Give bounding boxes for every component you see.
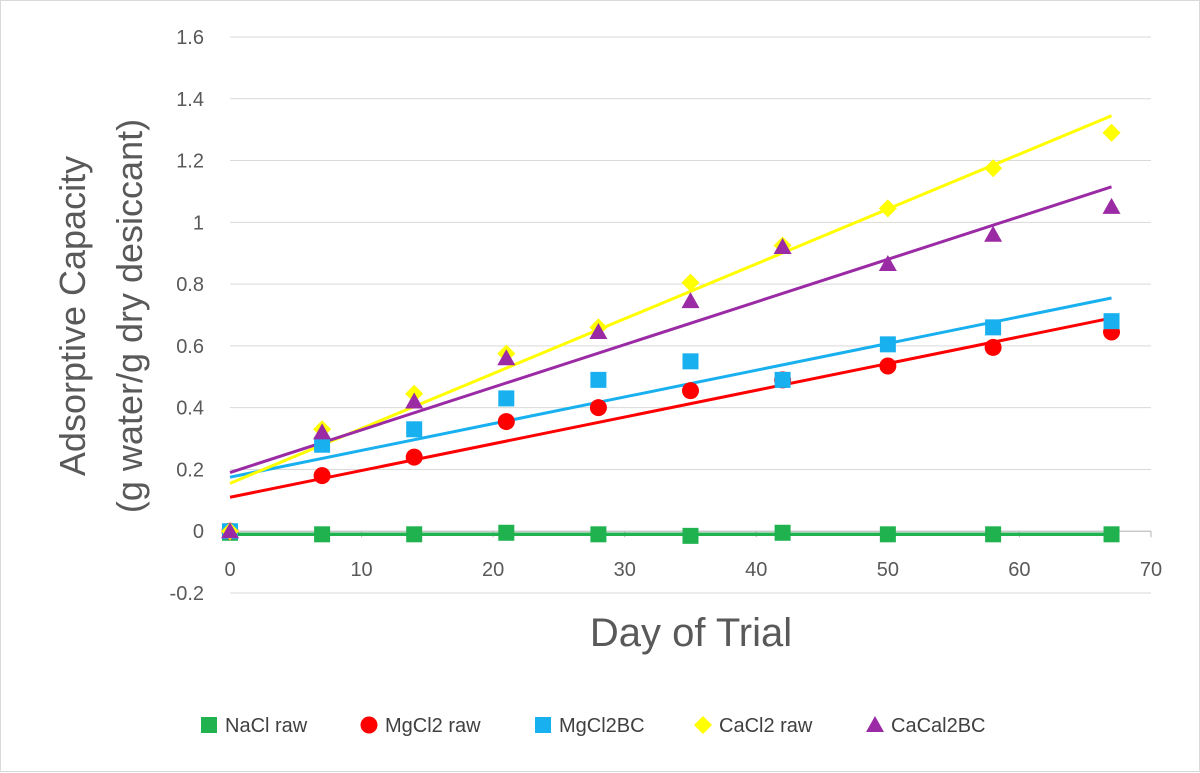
y-tick-label: 0 bbox=[193, 521, 204, 543]
x-tick-label: 40 bbox=[745, 559, 767, 581]
legend-item-cacl2-raw: CaCl2 raw bbox=[694, 715, 813, 737]
point-mgcl2-raw bbox=[405, 448, 423, 466]
point-cacl2-raw bbox=[878, 199, 897, 218]
legend-label: NaCl raw bbox=[225, 715, 308, 737]
data-points bbox=[221, 123, 1121, 544]
point-mgcl2bc bbox=[590, 371, 607, 388]
y-axis-title-line2: (g water/g dry desiccant) bbox=[109, 119, 150, 513]
point-cacal2bc bbox=[773, 238, 792, 255]
y-tick-label: 1.4 bbox=[176, 89, 204, 111]
point-nacl-raw bbox=[682, 527, 699, 544]
x-tick-label: 20 bbox=[482, 559, 504, 581]
y-tick-label: 0.8 bbox=[176, 274, 204, 296]
point-mgcl2bc bbox=[774, 371, 791, 388]
point-mgcl2-raw bbox=[497, 413, 515, 431]
legend-label: MgCl2 raw bbox=[385, 715, 481, 737]
x-axis-title: Day of Trial bbox=[590, 611, 792, 655]
y-tick-label: 0.4 bbox=[176, 398, 204, 420]
trendlines bbox=[229, 114, 1113, 537]
point-nacl-raw bbox=[498, 524, 515, 541]
point-cacal2bc bbox=[405, 392, 424, 409]
legend-label: CaCl2 raw bbox=[719, 715, 813, 737]
legend-marker bbox=[535, 717, 551, 733]
legend-marker bbox=[201, 717, 217, 733]
y-tick-label: -0.2 bbox=[170, 583, 204, 605]
trendline-mgcl2-raw bbox=[229, 316, 1112, 499]
point-nacl-raw bbox=[590, 526, 607, 543]
point-cacl2-raw bbox=[984, 159, 1003, 178]
point-cacal2bc bbox=[984, 225, 1003, 242]
y-axis-title-line1: Adsorptive Capacity bbox=[52, 156, 93, 476]
point-mgcl2bc bbox=[985, 319, 1002, 336]
legend: NaCl raw MgCl2 raw MgCl2BC CaCl2 raw CaCal2B… bbox=[201, 715, 985, 737]
point-mgcl2bc bbox=[879, 336, 896, 353]
point-mgcl2-raw bbox=[984, 338, 1002, 356]
point-mgcl2bc bbox=[406, 421, 423, 438]
y-tick-label: 0.2 bbox=[176, 459, 204, 481]
point-cacal2bc bbox=[878, 255, 897, 272]
legend-item-nacl-raw: NaCl raw bbox=[201, 715, 308, 737]
point-nacl-raw bbox=[774, 524, 791, 541]
point-mgcl2-raw bbox=[589, 399, 607, 417]
point-mgcl2bc bbox=[1103, 313, 1120, 330]
point-cacal2bc bbox=[313, 423, 332, 440]
point-cacal2bc bbox=[589, 322, 608, 339]
point-cacal2bc bbox=[681, 292, 700, 309]
y-tick-label: 1.2 bbox=[176, 151, 204, 173]
point-cacl2-raw bbox=[681, 273, 700, 292]
x-tick-label: 10 bbox=[350, 559, 372, 581]
x-tick-label: 50 bbox=[877, 559, 899, 581]
trendline-mgcl2bc bbox=[229, 296, 1112, 479]
trendline-cacl2-raw bbox=[229, 114, 1113, 485]
point-cacl2-raw bbox=[1102, 123, 1121, 142]
point-mgcl2bc bbox=[314, 436, 331, 453]
x-tick-label: 60 bbox=[1008, 559, 1030, 581]
legend-label: CaCal2BC bbox=[891, 715, 985, 737]
point-nacl-raw bbox=[985, 526, 1002, 543]
point-mgcl2-raw bbox=[879, 357, 897, 375]
gridlines bbox=[230, 36, 1151, 594]
point-nacl-raw bbox=[406, 526, 423, 543]
point-cacal2bc bbox=[1102, 197, 1121, 214]
legend-item-cacal2bc: CaCal2BC bbox=[866, 715, 985, 737]
x-tick-label: 30 bbox=[614, 559, 636, 581]
point-mgcl2-raw bbox=[313, 467, 331, 485]
point-nacl-raw bbox=[1103, 526, 1120, 543]
legend-marker bbox=[694, 716, 712, 734]
legend-item-mgcl2-raw: MgCl2 raw bbox=[360, 715, 481, 737]
trendline-cacal2bc bbox=[229, 185, 1112, 474]
point-mgcl2-raw bbox=[682, 382, 699, 400]
y-tick-label: 1 bbox=[193, 212, 204, 234]
legend-marker bbox=[866, 716, 884, 732]
point-cacal2bc bbox=[221, 522, 239, 539]
point-nacl-raw bbox=[879, 526, 896, 543]
legend-label: MgCl2BC bbox=[559, 715, 645, 737]
point-mgcl2bc bbox=[498, 390, 515, 407]
legend-item-mgcl2bc: MgCl2BC bbox=[535, 715, 645, 737]
point-cacal2bc bbox=[497, 349, 516, 366]
legend-marker bbox=[360, 716, 378, 734]
x-tick-label: 0 bbox=[224, 559, 235, 581]
y-tick-label: 1.6 bbox=[176, 27, 204, 49]
point-nacl-raw bbox=[314, 526, 331, 543]
point-mgcl2bc bbox=[682, 353, 699, 370]
tick-labels: -0.2 0 0.2 0.4 0.6 0.8 1 1.2 1.4 1.6 0 10 20 30 40 50 60… bbox=[170, 27, 1163, 605]
x-tick-label: 70 bbox=[1140, 559, 1162, 581]
y-tick-label: 0.6 bbox=[176, 336, 204, 358]
